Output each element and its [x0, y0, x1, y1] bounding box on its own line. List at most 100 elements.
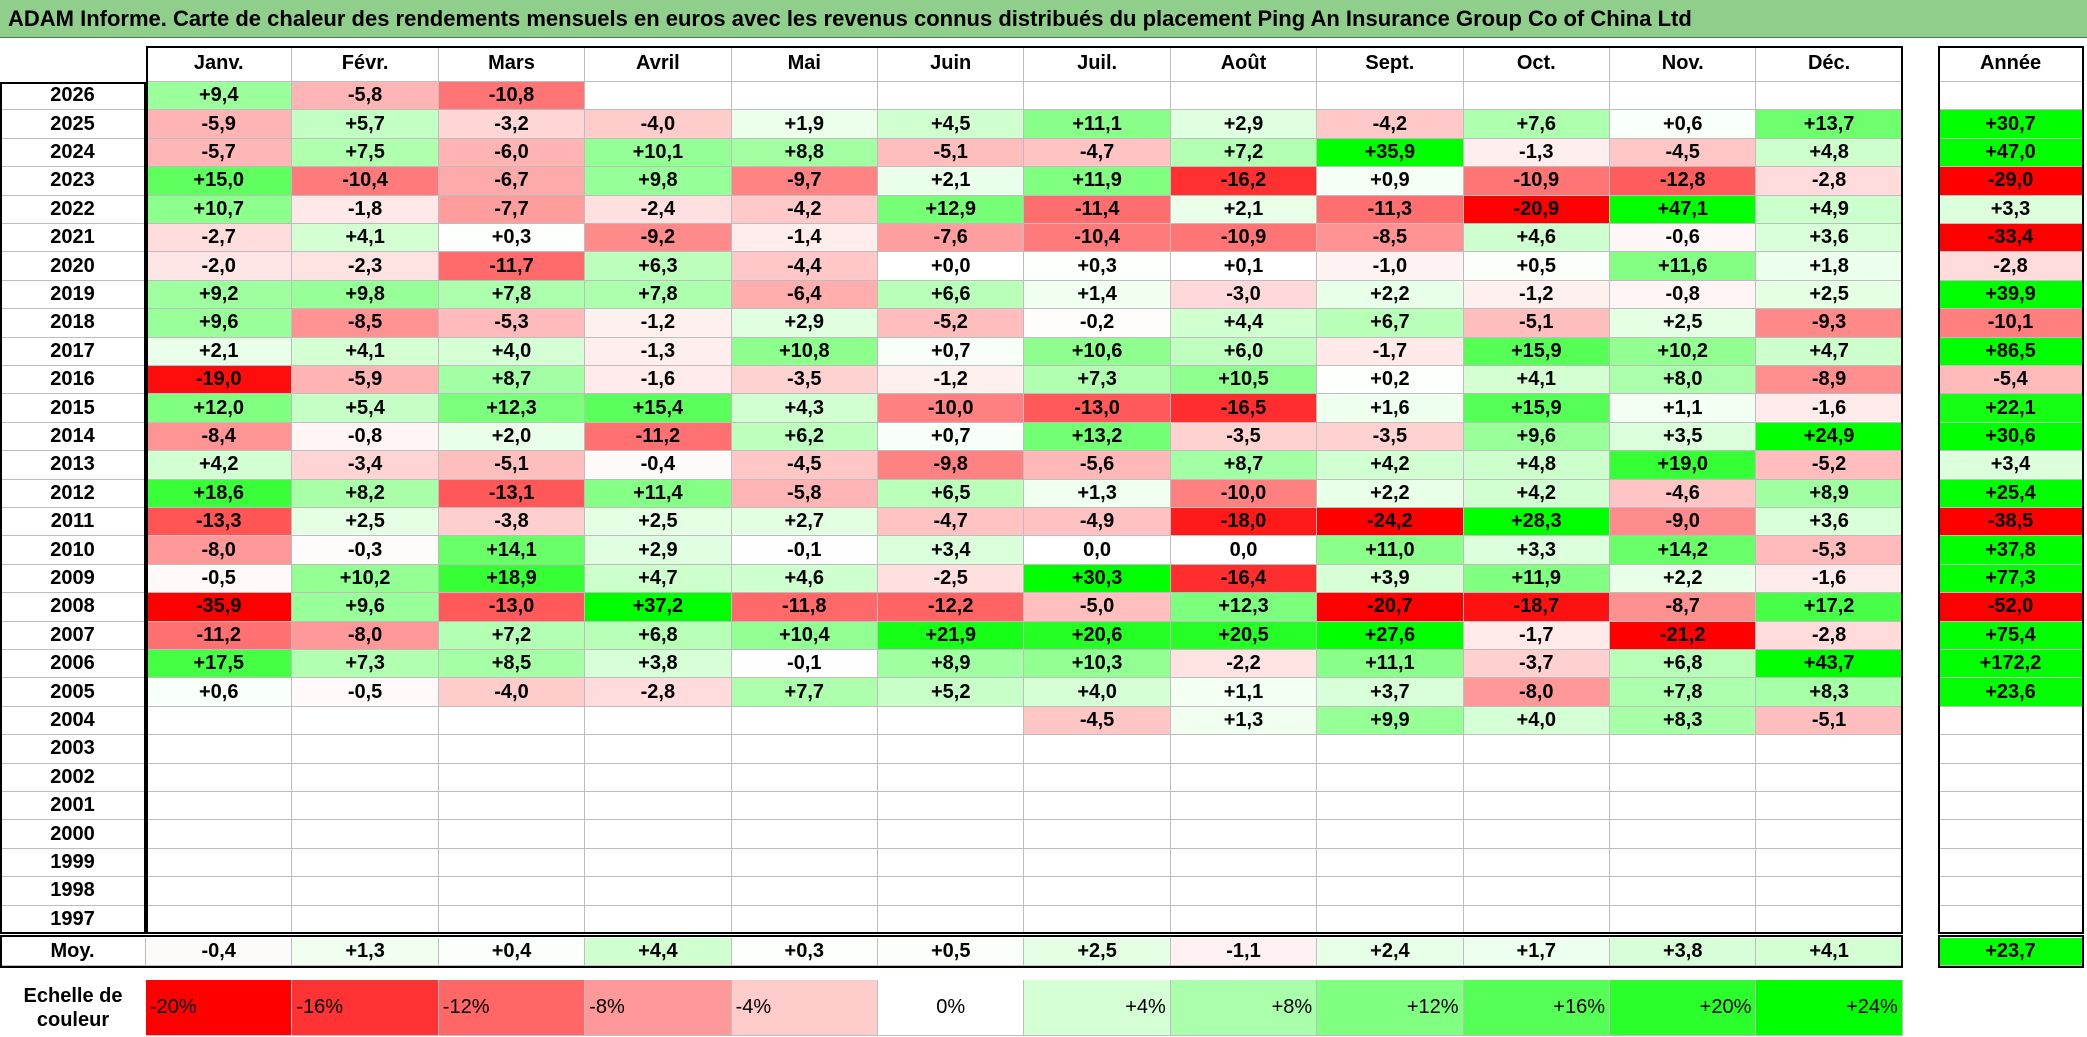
heatmap-cell: -11,3: [1317, 195, 1464, 224]
heatmap-cell: +15,9: [1463, 337, 1610, 366]
year-label: 2022: [0, 195, 146, 224]
heatmap-cell: +7,8: [1610, 678, 1757, 707]
heatmap-cell: -20,9: [1463, 195, 1610, 224]
average-cell: +0,3: [731, 938, 878, 966]
heatmap-cell: +9,8: [292, 280, 439, 310]
heatmap-cell: -18,0: [1170, 508, 1318, 537]
annual-cell: -29,0: [1938, 167, 2084, 196]
heatmap-cell: [1024, 848, 1171, 878]
heatmap-cell: -11,4: [1024, 195, 1171, 224]
annual-cell: +22,1: [1938, 394, 2084, 423]
month-header: Mai: [731, 46, 878, 82]
average-cell: -0,4: [146, 938, 293, 966]
heatmap-cell: +14,1: [438, 536, 586, 565]
heatmap-cell: -5,1: [878, 138, 1025, 168]
heatmap-cell: -4,9: [1024, 508, 1171, 537]
heatmap-cell: [292, 820, 439, 849]
heatmap-cell: -3,7: [1463, 650, 1610, 679]
heatmap-cell: +11,0: [1317, 536, 1464, 565]
heatmap-cell: [146, 792, 293, 821]
heatmap-cell: +8,0: [1610, 366, 1757, 395]
heatmap-cell: [1317, 792, 1464, 821]
heatmap-cell: +6,8: [585, 621, 732, 650]
year-label: 2003: [0, 735, 146, 764]
heatmap-cell: +1,3: [1170, 706, 1318, 736]
heatmap-cell: +30,3: [1024, 564, 1171, 594]
year-label: 2009: [0, 564, 146, 594]
color-scale-swatch: -8%: [585, 980, 732, 1036]
heatmap-cell: -5,9: [146, 110, 293, 139]
heatmap-cell: -12,2: [878, 593, 1025, 622]
heatmap-cell: -12,8: [1610, 167, 1757, 196]
annual-cell: +30,7: [1938, 110, 2084, 139]
year-label: 2002: [0, 763, 146, 792]
heatmap-cell: [1756, 848, 1903, 878]
heatmap-cell: [146, 905, 293, 934]
annual-cell: [1938, 735, 2084, 764]
heatmap-cell: [1756, 735, 1903, 764]
heatmap-cell: +0,5: [1463, 252, 1610, 281]
year-label: 2007: [0, 621, 146, 650]
heatmap-cell: +2,9: [1170, 110, 1318, 139]
heatmap-cell: +6,6: [878, 280, 1025, 310]
year-label: 2008: [0, 593, 146, 622]
heatmap-cell: +1,8: [1756, 252, 1903, 281]
heatmap-cell: +0,1: [1170, 252, 1318, 281]
heatmap-cell: -1,2: [585, 309, 732, 338]
heatmap-cell: -5,3: [438, 309, 586, 338]
year-label: 2021: [0, 224, 146, 253]
average-cell: +4,4: [585, 938, 732, 966]
heatmap-cell: [585, 848, 732, 878]
heatmap-cell: -8,7: [1610, 593, 1757, 622]
heatmap-cell: +4,9: [1756, 195, 1903, 224]
heatmap-cell: -8,0: [292, 621, 439, 650]
month-header: Sept.: [1317, 46, 1464, 82]
heatmap-cell: +2,9: [585, 536, 732, 565]
heatmap-cell: [1610, 905, 1757, 934]
heatmap-cell: [292, 735, 439, 764]
heatmap-cell: [1317, 848, 1464, 878]
heatmap-cell: [1463, 735, 1610, 764]
heatmap-cell: [1317, 820, 1464, 849]
heatmap-cell: +1,4: [1024, 280, 1171, 310]
color-scale-swatch: +24%: [1756, 980, 1903, 1036]
heatmap-cell: +9,9: [1317, 706, 1464, 736]
heatmap-cell: -4,6: [1610, 479, 1757, 508]
heatmap-cell: +4,0: [1463, 706, 1610, 736]
chart-title: ADAM Informe. Carte de chaleur des rende…: [0, 0, 2087, 38]
heatmap-cell: [1756, 820, 1903, 849]
heatmap-cell: -6,4: [731, 280, 878, 310]
year-label: 1997: [0, 905, 146, 934]
average-cell: +2,5: [1024, 938, 1171, 966]
heatmap-cell: -13,0: [438, 593, 586, 622]
heatmap-cell: +10,7: [146, 195, 293, 224]
heatmap-cell: -1,3: [585, 337, 732, 366]
heatmap-cell: +0,9: [1317, 167, 1464, 196]
year-label: 2013: [0, 451, 146, 480]
heatmap-cell: [1463, 820, 1610, 849]
heatmap-cell: -1,6: [1756, 564, 1903, 594]
heatmap-cell: +13,2: [1024, 422, 1171, 452]
heatmap-cell: +18,9: [438, 564, 586, 594]
heatmap-cell: [1170, 877, 1318, 906]
year-label: 2016: [0, 366, 146, 395]
heatmap-cell: [585, 792, 732, 821]
heatmap-cell: +6,3: [585, 252, 732, 281]
heatmap-cell: [731, 735, 878, 764]
heatmap-cell: -24,2: [1317, 508, 1464, 537]
average-cell: +1,3: [292, 938, 439, 966]
heatmap-cell: [1756, 877, 1903, 906]
heatmap-cell: [1756, 763, 1903, 792]
heatmap-cell: -2,8: [1756, 167, 1903, 196]
heatmap-cell: +3,9: [1317, 564, 1464, 594]
heatmap-cell: +4,8: [1463, 451, 1610, 480]
heatmap-cell: [1463, 848, 1610, 878]
heatmap-cell: [585, 735, 732, 764]
heatmap-cell: +2,2: [1317, 280, 1464, 310]
year-label: 2020: [0, 252, 146, 281]
heatmap-cell: -1,2: [1463, 280, 1610, 310]
heatmap-cell: [585, 877, 732, 906]
heatmap-cell: -8,0: [1463, 678, 1610, 707]
heatmap-cell: -5,2: [1756, 451, 1903, 480]
heatmap-cell: +0,7: [878, 337, 1025, 366]
